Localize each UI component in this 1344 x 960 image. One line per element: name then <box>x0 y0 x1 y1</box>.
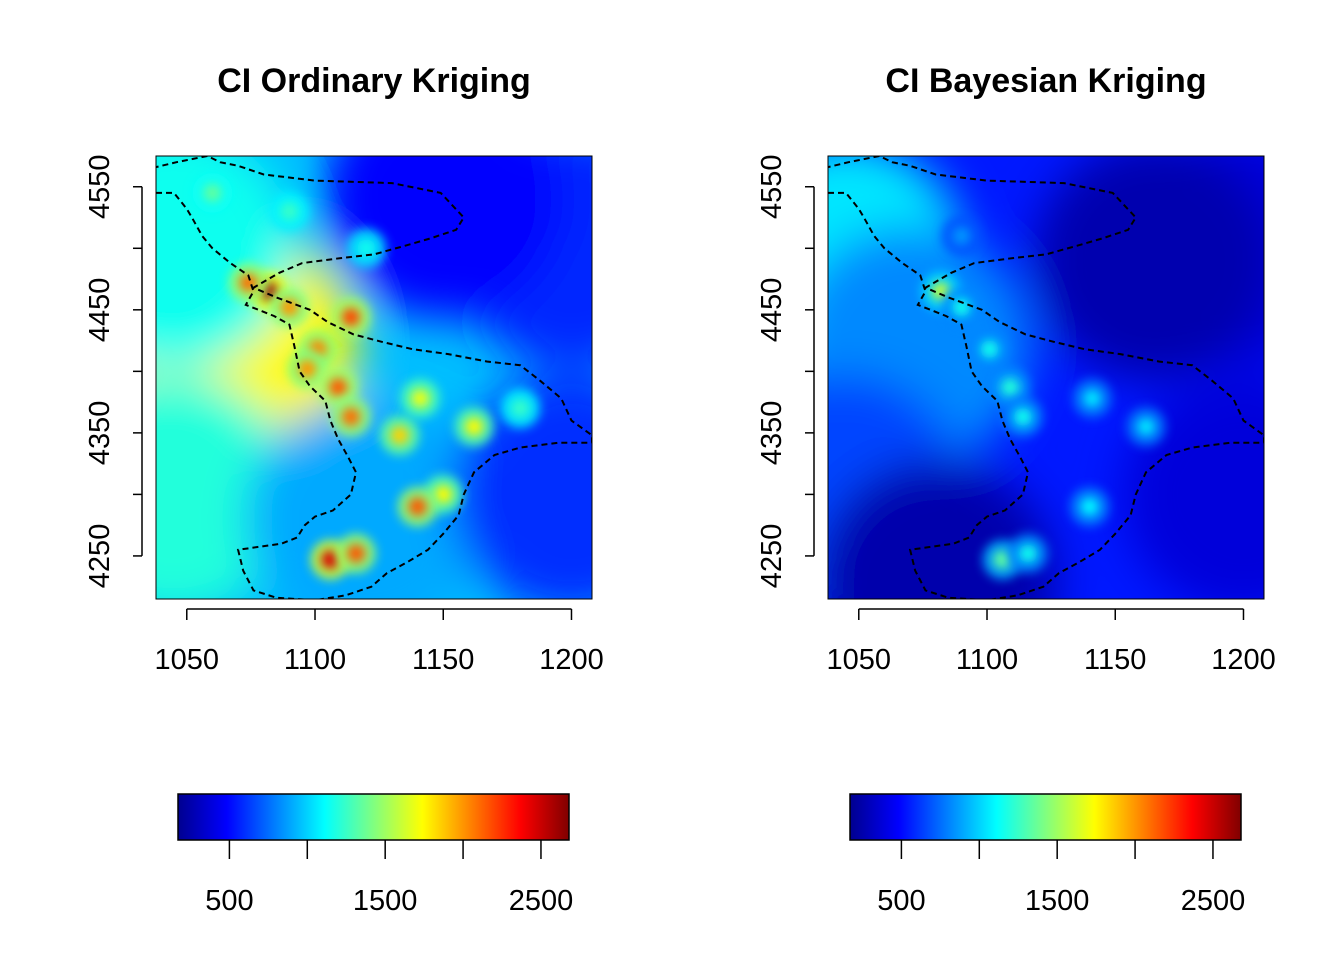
hotspot <box>357 239 376 258</box>
hotspot <box>347 544 366 563</box>
colorbar-gradient <box>177 793 570 841</box>
chart-title: CI Bayesian Kriging <box>885 62 1206 100</box>
y-tick-label: 4350 <box>756 401 788 466</box>
x-tick-label: 1050 <box>155 644 220 676</box>
hotspot <box>993 550 1012 569</box>
hotspot <box>280 202 299 221</box>
colorbar-tick-label: 2500 <box>1181 885 1246 917</box>
heatmap-hotspot-layer <box>920 215 1167 580</box>
colorbar-ticks: 500 1500 2500 <box>205 840 573 917</box>
x-tick-label: 1200 <box>1211 644 1276 676</box>
gradient-anchor <box>156 156 294 369</box>
x-tick-label: 1050 <box>827 644 892 676</box>
hotspot <box>341 308 360 327</box>
y-tick-label: 4450 <box>84 278 116 343</box>
hotspot <box>980 340 999 359</box>
gradient-anchor <box>323 156 564 320</box>
gradient-anchor <box>451 374 592 599</box>
panel-ordinary-kriging: CI Ordinary Kriging 1050 1100 1150 1200 425… <box>84 62 604 917</box>
region-boundary <box>828 156 1264 599</box>
y-tick-label: 4550 <box>756 155 788 220</box>
x-tick-label: 1100 <box>956 644 1018 676</box>
chart-title: CI Ordinary Kriging <box>217 62 531 100</box>
region-boundary <box>156 156 592 599</box>
hotspot <box>511 399 530 418</box>
panel-bayesian-kriging: CI Bayesian Kriging 1050 1100 1150 1200 425… <box>756 62 1276 917</box>
y-tick-label: 4250 <box>756 524 788 589</box>
y-axis: 4250 4350 4450 4550 <box>756 155 815 589</box>
x-tick-label: 1150 <box>412 644 474 676</box>
colorbar-gradient <box>849 793 1242 841</box>
heatmap-gradient-layer <box>828 156 1264 599</box>
y-tick-label: 4550 <box>84 155 116 220</box>
hotspot <box>1013 407 1032 426</box>
colorbar-tick-label: 500 <box>205 885 253 917</box>
x-axis: 1050 1100 1150 1200 <box>827 608 1276 676</box>
colorbar-ticks: 500 1500 2500 <box>877 840 1245 917</box>
colorbar-tick-label: 1500 <box>1025 885 1090 917</box>
gradient-anchor <box>1033 156 1264 381</box>
hotspot <box>952 298 971 317</box>
x-tick-label: 1200 <box>539 644 604 676</box>
colorbar: 500 1500 2500 <box>177 793 573 917</box>
hotspot <box>465 417 484 436</box>
hotspot <box>1080 497 1099 516</box>
hotspot <box>280 298 299 317</box>
hotspot <box>329 378 348 397</box>
x-tick-label: 1100 <box>284 644 346 676</box>
hotspot <box>411 389 430 408</box>
x-tick-label: 1150 <box>1084 644 1146 676</box>
y-tick-label: 4250 <box>84 524 116 589</box>
y-tick-label: 4450 <box>756 278 788 343</box>
x-axis: 1050 1100 1150 1200 <box>155 608 604 676</box>
hotspot <box>203 183 222 202</box>
hotspot <box>1083 389 1102 408</box>
hotspot <box>321 550 340 569</box>
hotspot <box>341 407 360 426</box>
hotspot <box>1019 544 1038 563</box>
plot-frame <box>827 155 1265 600</box>
gradient-anchor <box>246 399 487 599</box>
y-tick-label: 4350 <box>84 401 116 466</box>
heatmap-area <box>156 156 592 599</box>
hotspot <box>390 426 409 445</box>
hotspot <box>1137 417 1156 436</box>
heatmap-hotspot-layer <box>192 172 541 580</box>
heatmap-area <box>828 156 1264 599</box>
hotspot <box>408 497 427 516</box>
colorbar: 500 1500 2500 <box>849 793 1245 917</box>
hotspot <box>1001 378 1020 397</box>
y-axis: 4250 4350 4450 4550 <box>84 155 143 589</box>
hotspot <box>952 226 971 245</box>
hotspot <box>298 359 317 378</box>
plot-frame <box>155 155 593 600</box>
colorbar-tick-label: 1500 <box>353 885 418 917</box>
colorbar-tick-label: 2500 <box>509 885 574 917</box>
hotspot <box>434 485 453 504</box>
colorbar-tick-label: 500 <box>877 885 925 917</box>
